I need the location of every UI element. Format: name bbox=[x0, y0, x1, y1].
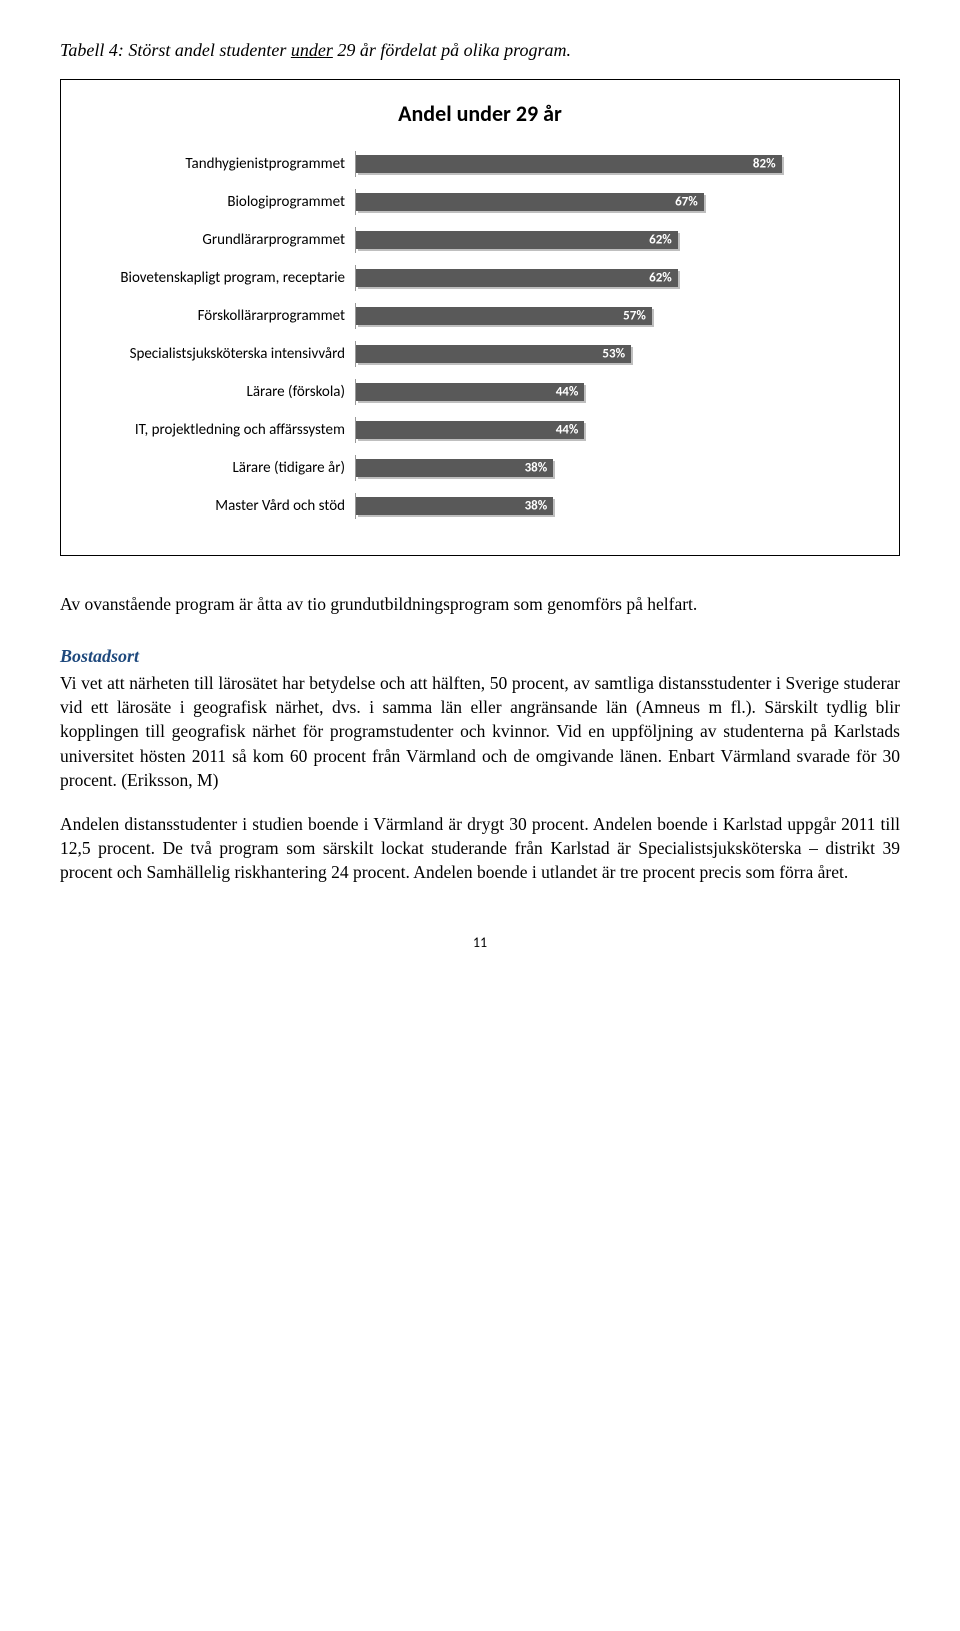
chart-bar-value: 67% bbox=[675, 195, 698, 210]
table-caption: Tabell 4: Störst andel studenter under 2… bbox=[60, 40, 900, 61]
chart-bar: 62% bbox=[356, 269, 678, 287]
chart-row: Grundlärarprogrammet 62% bbox=[85, 227, 875, 253]
chart-row-label: Tandhygienistprogrammet bbox=[85, 155, 355, 173]
caption-prefix: Tabell 4: Störst andel studenter bbox=[60, 40, 291, 60]
chart-row-label: Biologiprogrammet bbox=[85, 193, 355, 211]
chart-bar: 38% bbox=[356, 497, 553, 515]
chart-bar: 53% bbox=[356, 345, 631, 363]
chart-row-label: Lärare (tidigare år) bbox=[85, 459, 355, 477]
chart-row-label: Lärare (förskola) bbox=[85, 383, 355, 401]
chart-row: Biovetenskapligt program, receptarie 62% bbox=[85, 265, 875, 291]
chart-bar-area: 62% bbox=[355, 265, 875, 291]
chart-bar: 57% bbox=[356, 307, 652, 325]
paragraph-1: Av ovanstående program är åtta av tio gr… bbox=[60, 592, 900, 616]
chart-bar-value: 38% bbox=[525, 461, 548, 476]
chart-row: Lärare (förskola) 44% bbox=[85, 379, 875, 405]
chart-row: Specialistsjuksköterska intensivvård 53% bbox=[85, 341, 875, 367]
chart-row-label: Grundlärarprogrammet bbox=[85, 231, 355, 249]
chart-rows: Tandhygienistprogrammet 82% Biologiprogram… bbox=[85, 151, 875, 519]
paragraph-3: Andelen distansstudenter i studien boend… bbox=[60, 812, 900, 884]
chart-container: Andel under 29 år Tandhygienistprogramme… bbox=[60, 79, 900, 556]
chart-bar: 67% bbox=[356, 193, 704, 211]
chart-bar-value: 44% bbox=[556, 423, 579, 438]
chart-bar-value: 44% bbox=[556, 385, 579, 400]
chart-bar-value: 38% bbox=[525, 499, 548, 514]
chart-bar-area: 44% bbox=[355, 379, 875, 405]
chart-row: Förskollärarprogrammet 57% bbox=[85, 303, 875, 329]
chart-bar-area: 44% bbox=[355, 417, 875, 443]
chart-bar: 44% bbox=[356, 421, 584, 439]
chart-bar-value: 62% bbox=[649, 271, 672, 286]
chart-bar: 82% bbox=[356, 155, 782, 173]
caption-underlined: under bbox=[291, 40, 333, 60]
chart-row: Tandhygienistprogrammet 82% bbox=[85, 151, 875, 177]
chart-bar-value: 53% bbox=[602, 347, 625, 362]
chart-row-label: IT, projektledning och affärssystem bbox=[85, 421, 355, 439]
chart-bar-area: 38% bbox=[355, 455, 875, 481]
chart-title: Andel under 29 år bbox=[85, 100, 875, 127]
chart-bar-value: 62% bbox=[649, 233, 672, 248]
chart-bar: 38% bbox=[356, 459, 553, 477]
paragraph-2: Vi vet att närheten till lärosätet har b… bbox=[60, 671, 900, 792]
chart-bar: 62% bbox=[356, 231, 678, 249]
chart-row: Biologiprogrammet 67% bbox=[85, 189, 875, 215]
caption-suffix: 29 år fördelat på olika program. bbox=[333, 40, 571, 60]
chart-bar-area: 57% bbox=[355, 303, 875, 329]
chart-bar-area: 82% bbox=[355, 151, 875, 177]
chart-row-label: Förskollärarprogrammet bbox=[85, 307, 355, 325]
chart-row-label: Specialistsjuksköterska intensivvård bbox=[85, 345, 355, 363]
chart-row-label: Master Vård och stöd bbox=[85, 497, 355, 515]
chart-row: Lärare (tidigare år) 38% bbox=[85, 455, 875, 481]
chart-bar-area: 62% bbox=[355, 227, 875, 253]
chart-row: IT, projektledning och affärssystem 44% bbox=[85, 417, 875, 443]
chart-bar-area: 53% bbox=[355, 341, 875, 367]
chart-bar-area: 38% bbox=[355, 493, 875, 519]
chart-bar-value: 57% bbox=[623, 309, 646, 324]
chart-bar: 44% bbox=[356, 383, 584, 401]
page-number: 11 bbox=[60, 934, 900, 951]
chart-bar-area: 67% bbox=[355, 189, 875, 215]
chart-row-label: Biovetenskapligt program, receptarie bbox=[85, 269, 355, 287]
chart-bar-value: 82% bbox=[753, 157, 776, 172]
chart-row: Master Vård och stöd 38% bbox=[85, 493, 875, 519]
section-heading-bostadsort: Bostadsort bbox=[60, 646, 900, 667]
